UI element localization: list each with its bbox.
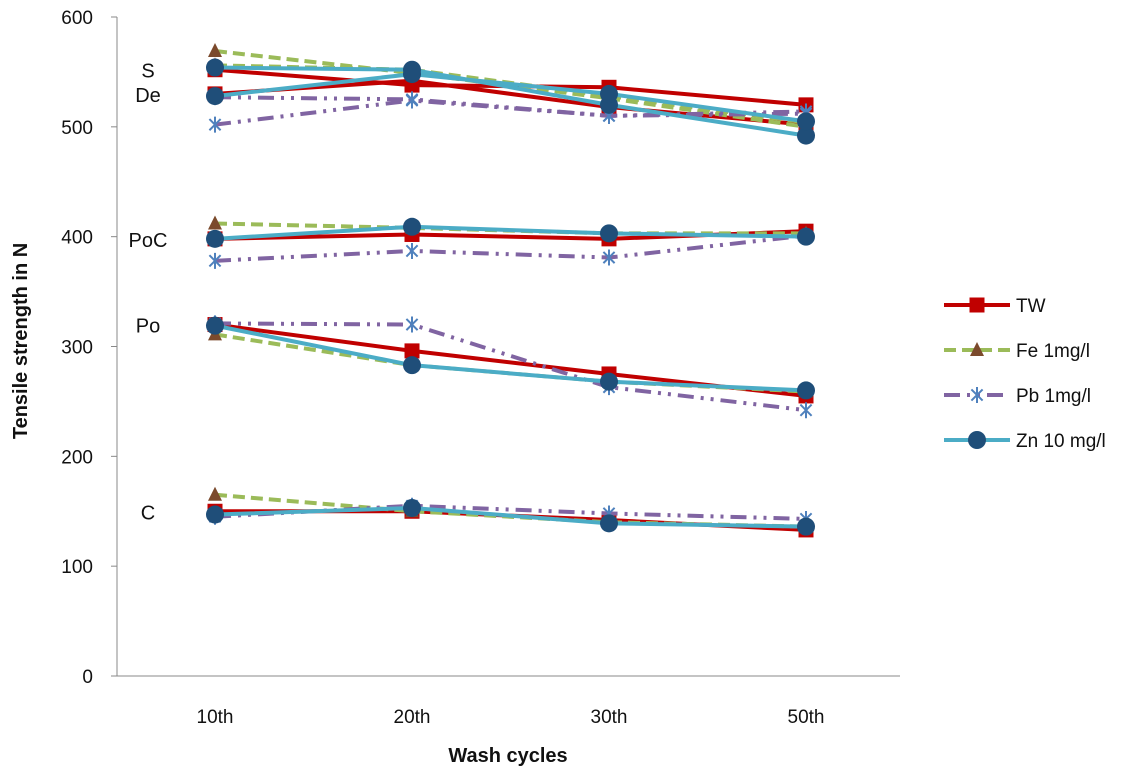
y-tick-label: 0 — [82, 667, 93, 688]
data-point-zn-10-mg-l-po — [600, 372, 618, 391]
data-point-zn-10-mg-l-de — [797, 112, 815, 131]
series-line-zn-10-mg-l-c — [214, 505, 807, 529]
data-point-zn-10-mg-l-s — [206, 58, 224, 77]
data-point-zn-10-mg-l-c — [403, 498, 421, 517]
legend-label-tw: TW — [1016, 296, 1046, 317]
series-line-pb-1mg-l-po — [214, 321, 807, 413]
series-line-tw-de — [214, 78, 807, 127]
data-point-fe-1mg-l-s — [208, 43, 222, 58]
data-point-zn-10-mg-l-po — [403, 356, 421, 375]
series-line-zn-10-mg-l-de — [214, 72, 807, 124]
data-point-pb-1mg-l-po — [405, 316, 419, 333]
legend: TW Fe 1mg/l Pb 1mg/l Zn 10 mg/l — [944, 296, 1106, 452]
data-point-pb-1mg-l-po — [799, 402, 813, 419]
data-point-zn-10-mg-l-poc — [797, 227, 815, 246]
data-point-zn-10-mg-l-s — [797, 126, 815, 145]
series-line-zn-10-mg-l-poc — [214, 224, 807, 241]
data-point-pb-1mg-l-poc — [602, 249, 616, 266]
x-tick-label: 20th — [394, 707, 431, 728]
y-axis-title: Tensile strength in N — [10, 243, 32, 439]
data-point-pb-1mg-l-poc — [208, 252, 222, 269]
data-point-pb-1mg-l-poc — [405, 242, 419, 259]
series-line-zn-10-mg-l-s — [214, 65, 807, 138]
data-point-pb-1mg-l-de — [208, 116, 222, 133]
series-layer — [206, 43, 815, 538]
legend-marker-pb-1mg-l — [970, 387, 984, 403]
data-point-zn-10-mg-l-c — [600, 514, 618, 533]
series-line-pb-1mg-l-poc — [214, 233, 807, 263]
x-axis-title: Wash cycles — [448, 745, 567, 767]
y-tick-label: 500 — [61, 118, 93, 139]
y-tick-label: 400 — [61, 228, 93, 249]
x-tick-label: 30th — [591, 707, 628, 728]
series-line-zn-10-mg-l-po — [214, 323, 807, 393]
data-point-zn-10-mg-l-c — [797, 517, 815, 536]
data-point-tw-po — [404, 343, 420, 359]
data-point-zn-10-mg-l-de — [206, 87, 224, 106]
group-label-de: De — [135, 85, 161, 107]
axes: 0 100 200 300 400 500 600 10th 20th 30th 50th — [61, 8, 900, 728]
legend-label-zn-10-mg-l: Zn 10 mg/l — [1016, 431, 1106, 452]
series-line-pb-1mg-l-s — [214, 95, 807, 118]
group-label-s: S — [141, 61, 154, 83]
data-point-zn-10-mg-l-po — [797, 381, 815, 400]
x-tick-label: 10th — [197, 707, 234, 728]
data-point-zn-10-mg-l-c — [206, 505, 224, 524]
data-point-zn-10-mg-l-po — [206, 316, 224, 335]
group-label-c: C — [141, 502, 155, 524]
data-point-fe-1mg-l-c — [208, 486, 222, 501]
y-tick-label: 600 — [61, 8, 93, 29]
data-point-zn-10-mg-l-de — [600, 84, 618, 103]
data-point-zn-10-mg-l-poc — [403, 217, 421, 236]
legend-marker-fe-1mg-l — [970, 342, 984, 356]
y-tick-label: 300 — [61, 338, 93, 359]
data-point-zn-10-mg-l-poc — [600, 224, 618, 243]
legend-marker-tw — [969, 297, 985, 313]
x-tick-label: 50th — [788, 707, 825, 728]
group-label-poc: PoC — [129, 230, 168, 252]
y-tick-label: 100 — [61, 557, 93, 578]
data-point-pb-1mg-l-de — [405, 92, 419, 109]
y-tick-label: 200 — [61, 447, 93, 468]
legend-label-fe-1mg-l: Fe 1mg/l — [1016, 341, 1090, 362]
data-point-fe-1mg-l-poc — [208, 215, 222, 230]
series-line-pb-1mg-l-de — [214, 98, 807, 127]
data-point-zn-10-mg-l-de — [403, 65, 421, 84]
legend-label-pb-1mg-l: Pb 1mg/l — [1016, 386, 1091, 407]
group-label-po: Po — [136, 316, 160, 338]
data-point-zn-10-mg-l-poc — [206, 229, 224, 248]
legend-marker-zn-10-mg-l — [968, 431, 986, 449]
